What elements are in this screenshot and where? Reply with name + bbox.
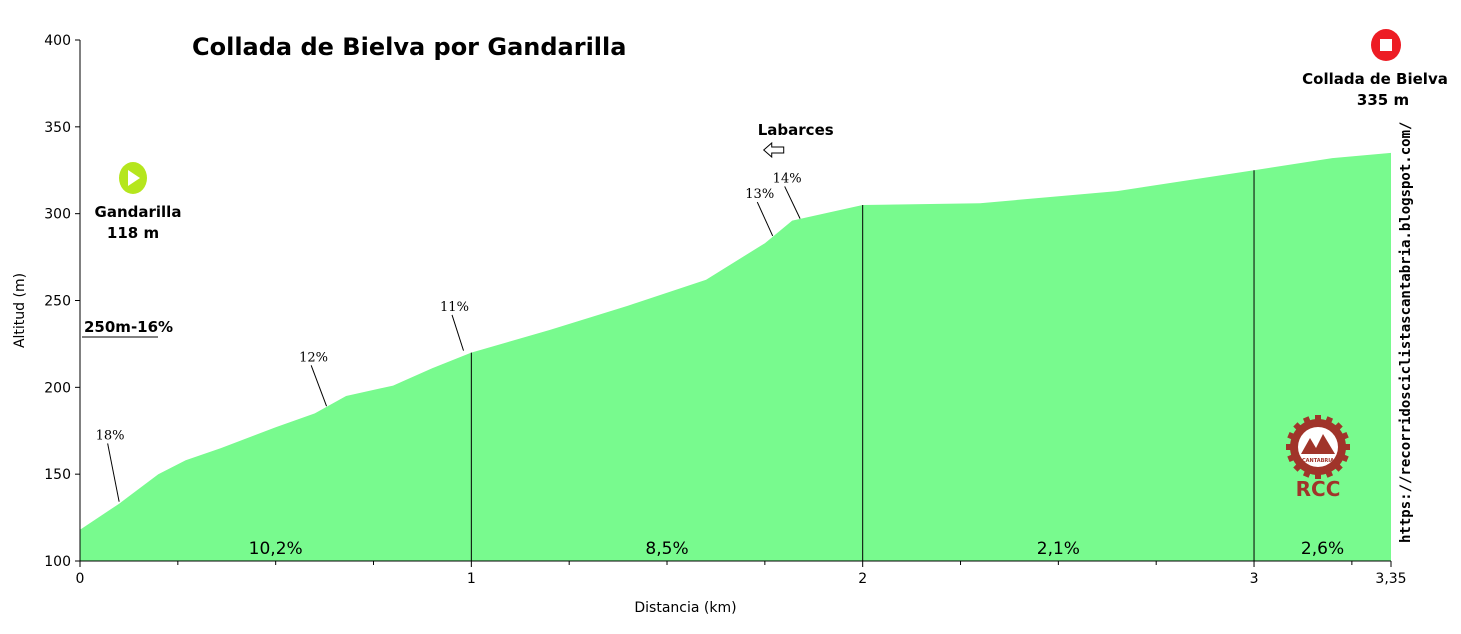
logo-gear-tooth [1286,444,1293,450]
y-tick-label: 350 [44,120,71,136]
x-axis-label: Distancia (km) [634,600,736,616]
gradient-label: 13% [745,187,774,202]
logo-gear-tooth [1293,422,1303,432]
y-tick-label: 400 [44,33,71,49]
logo-gear-tooth [1287,453,1297,463]
source-url: https://recorridosciclistascantabria.blo… [1398,122,1414,543]
y-tick-label: 100 [44,554,71,570]
segment-gradient-label: 2,1% [1037,539,1080,559]
segment-gradient-label: 2,6% [1301,539,1344,559]
gradient-note: 250m-16% [84,318,173,336]
logo-gear-tooth [1302,468,1312,478]
y-tick-label: 300 [44,207,71,223]
logo-gear-tooth [1339,431,1349,441]
play-triangle-icon [128,170,140,186]
logo-mountain-icon [1301,434,1335,454]
logo-gear-tooth [1315,472,1321,479]
chart-title: Collada de Bielva por Gandarilla [192,33,626,61]
stop-square-icon [1380,39,1392,51]
start-place-altitude: 118 m [107,224,159,242]
logo-gear-tooth [1339,453,1349,463]
gradient-leader-line [756,201,774,237]
y-axis-label: Altitud (m) [12,273,28,348]
end-place-altitude: 335 m [1357,91,1409,109]
left-arrow-icon [762,141,785,159]
logo-gear-tooth [1343,444,1350,450]
gradient-label: 11% [440,300,469,315]
segment-gradient-label: 8,5% [645,539,688,559]
logo-gear-tooth [1302,416,1312,426]
logo-badge-text: CANTABRIA [1302,458,1334,464]
logo-gear-tooth [1293,462,1303,472]
logo-text: RCC [1296,477,1341,501]
gradient-label: 14% [773,171,802,186]
logo-gear-tooth [1324,468,1334,478]
x-tick-label: 0 [76,571,85,587]
y-tick-label: 250 [44,294,71,310]
gradient-leader-line [451,314,464,351]
logo-gear-tooth [1315,415,1321,422]
x-tick-label: 1 [467,571,476,587]
elevation-area [80,152,1391,561]
gradient-label: 12% [299,350,328,365]
x-tick-label: 2 [858,571,867,587]
logo-gear-tooth [1287,431,1297,441]
gradient-label: 18% [96,428,125,443]
segment-gradient-label: 10,2% [249,539,303,559]
y-tick-label: 150 [44,467,71,483]
gradient-leader-line [107,443,120,502]
waypoint-name: Labarces [758,121,834,139]
logo-gear-tooth [1333,462,1343,472]
x-tick-label: 3,35 [1375,571,1406,587]
gradient-leader-line [310,365,328,407]
y-tick-label: 200 [44,380,71,396]
x-tick-label: 3 [1250,571,1259,587]
logo-gear-tooth [1324,416,1334,426]
gradient-leader-line [784,186,801,219]
end-place-name: Collada de Bielva [1302,70,1448,88]
logo-gear-tooth [1333,422,1343,432]
start-place-name: Gandarilla [95,203,182,221]
